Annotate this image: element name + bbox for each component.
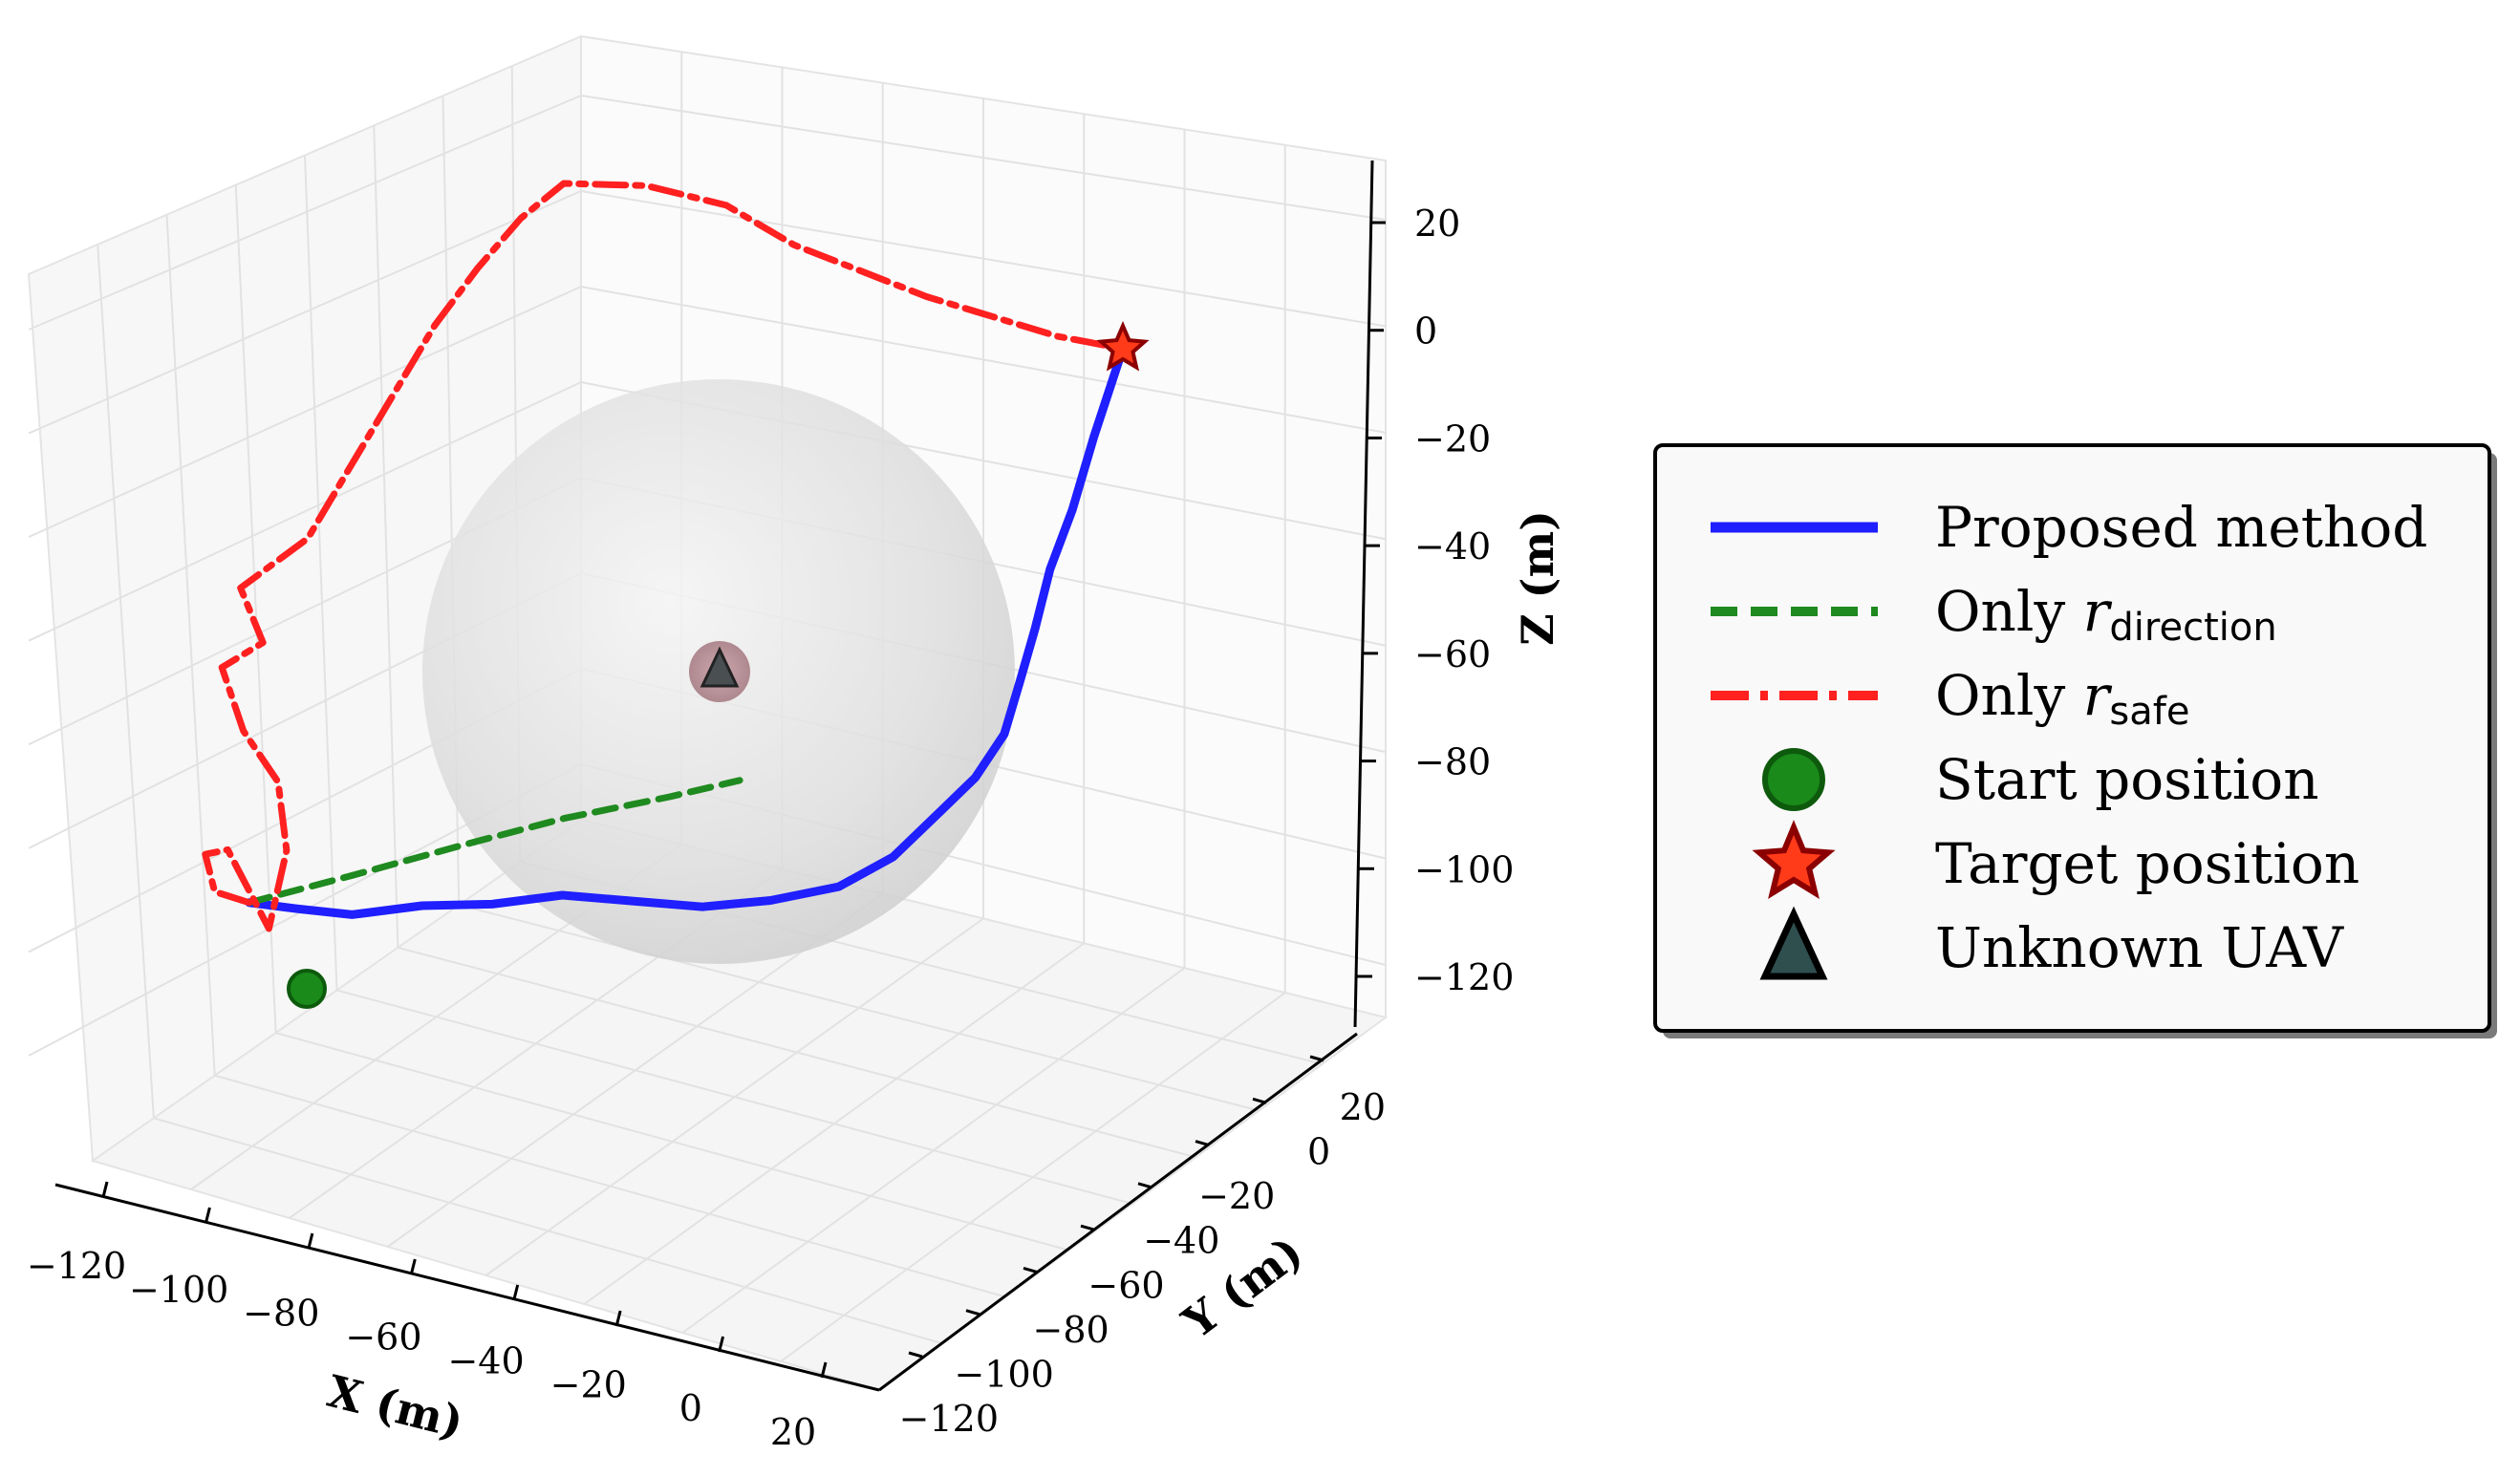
legend-box: [1653, 443, 2491, 1033]
unknown-uav-marker: [700, 646, 740, 688]
tick-mark: [101, 1181, 109, 1198]
x-axis-label: X (m): [323, 1365, 469, 1448]
series-proposed-line: [245, 344, 1128, 919]
legend-safe-sub: safe: [2109, 690, 2189, 734]
x-tick-label: −80: [243, 1293, 319, 1335]
series-safe-line: [202, 180, 1127, 932]
tick-mark: [204, 1207, 211, 1224]
gridline-left-v: [234, 184, 277, 1034]
legend-label-direction: Only rdirection: [1935, 579, 2277, 650]
x-tick-label: −20: [550, 1363, 627, 1405]
tick-mark: [614, 1310, 622, 1327]
x-axis-line: [54, 1183, 880, 1392]
x-tick-label: −40: [447, 1339, 524, 1381]
legend-direction-sub: direction: [2109, 606, 2276, 650]
z-tick-label: −60: [1414, 633, 1491, 675]
legend: Proposed method Only rdirection Only rsa…: [1653, 443, 2497, 1038]
legend-safe-var: r: [2083, 663, 2113, 728]
y-tick-label: 0: [1307, 1131, 1330, 1173]
gridline-floor-b: [459, 904, 1260, 1112]
series-layer: [202, 180, 1128, 932]
z-tick-label: −100: [1414, 848, 1514, 890]
x-tick-label: −100: [129, 1269, 228, 1311]
gridline-left-h: [28, 95, 582, 331]
series-direction-line: [246, 777, 743, 907]
tick-mark: [820, 1361, 828, 1379]
target-marker: [1096, 320, 1150, 372]
gridline-left-v: [304, 155, 338, 991]
gridline-floor-b: [336, 989, 1133, 1205]
start-marker: [287, 969, 327, 1009]
gridline-floor-b: [398, 946, 1196, 1159]
tick-mark: [1309, 1055, 1325, 1062]
floor-pane: [90, 818, 1389, 1392]
gridline-floor-a: [583, 942, 1085, 1305]
z-tick-label: −120: [1414, 956, 1514, 998]
y-tick-label: −20: [1198, 1175, 1275, 1217]
legend-start-icon: [1762, 748, 1825, 811]
gridline-left-h: [28, 286, 582, 539]
legend-direction-var: r: [2083, 579, 2113, 644]
x-tick-label: 0: [679, 1387, 702, 1429]
legend-uav-icon: [1759, 906, 1828, 980]
legend-safe-prefix: Only: [1935, 663, 2083, 728]
tick-mark: [1080, 1224, 1095, 1231]
legend-direction-prefix: Only: [1935, 579, 2083, 644]
legend-label-start: Start position: [1935, 747, 2319, 812]
tick-mark: [1252, 1097, 1267, 1104]
y-tick-label: −120: [899, 1398, 999, 1440]
z-tick-label: −80: [1414, 741, 1491, 783]
y-axis-line: [878, 1032, 1358, 1392]
tick-mark: [1137, 1182, 1152, 1189]
z-tick-label: 0: [1414, 310, 1437, 353]
y-tick-label: −80: [1033, 1309, 1109, 1351]
y-tick-label: −40: [1143, 1220, 1219, 1262]
gridline-floor-a: [681, 967, 1186, 1334]
z-axis-line: [1353, 160, 1374, 1028]
legend-label-uav: Unknown UAV: [1935, 915, 2344, 980]
x-tick-label: 20: [770, 1411, 816, 1453]
tick-mark: [965, 1309, 980, 1316]
tick-mark: [908, 1351, 923, 1359]
gridline-floor-a: [780, 992, 1286, 1362]
legend-label-target: Target position: [1935, 831, 2359, 896]
legend-label-safe: Only rsafe: [1935, 663, 2189, 734]
tick-mark: [1023, 1266, 1038, 1274]
z-axis-label: Z (m): [1512, 510, 1563, 646]
tick-mark: [409, 1258, 417, 1275]
legend-label-proposed: Proposed method: [1935, 495, 2427, 560]
z-tick-label: −40: [1414, 525, 1491, 567]
legend-target-icon: [1752, 820, 1836, 900]
tick-mark: [307, 1232, 314, 1250]
y-tick-label: −100: [954, 1353, 1053, 1395]
gridline-left-v: [165, 214, 216, 1076]
gridline-left-v: [373, 125, 399, 948]
y-tick-label: 20: [1340, 1086, 1386, 1128]
x-tick-label: −120: [27, 1245, 126, 1287]
gridline-left-h: [28, 190, 582, 435]
tick-mark: [718, 1336, 725, 1353]
gridline-left-v: [97, 244, 155, 1119]
tick-mark: [1195, 1140, 1210, 1147]
y-tick-label: −60: [1088, 1264, 1164, 1306]
z-tick-label: 20: [1414, 203, 1460, 245]
z-tick-label: −20: [1414, 417, 1491, 460]
tick-mark: [512, 1284, 520, 1301]
x-tick-label: −60: [345, 1316, 421, 1359]
